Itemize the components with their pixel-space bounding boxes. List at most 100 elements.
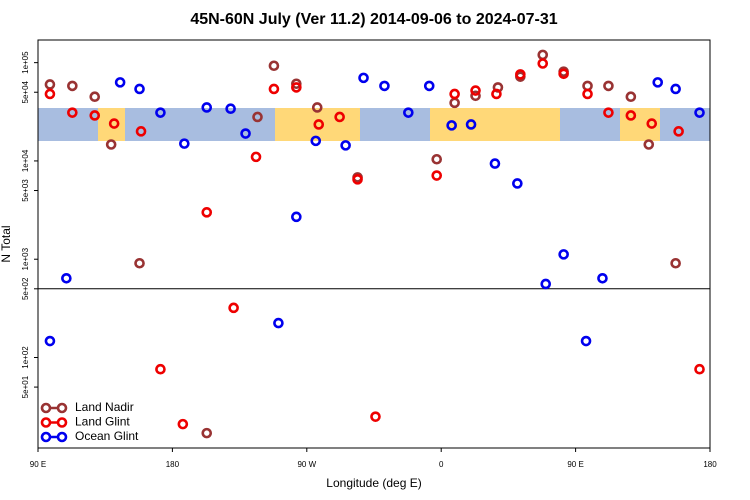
point [694, 363, 705, 375]
point [114, 77, 126, 88]
y-tick-label: 5e+03 [21, 179, 30, 202]
legend-marker [56, 417, 68, 428]
ocean [560, 108, 620, 141]
point [177, 418, 189, 430]
point [625, 110, 637, 121]
point [340, 140, 351, 151]
legend-marker [40, 417, 52, 428]
point [134, 83, 145, 95]
point [670, 257, 681, 269]
point [268, 83, 280, 95]
point [431, 170, 443, 181]
point [135, 126, 147, 137]
point [580, 335, 592, 347]
point [603, 80, 614, 92]
point [470, 85, 481, 96]
point [225, 103, 236, 114]
x-tick-label: 90 E [567, 460, 583, 469]
point [470, 90, 481, 102]
map-band [38, 108, 710, 141]
point [310, 135, 322, 147]
point [603, 107, 614, 118]
point [291, 82, 302, 93]
y-tick-label: 1e+03 [21, 247, 30, 270]
point [273, 317, 284, 329]
point [89, 110, 101, 121]
point [108, 118, 120, 129]
legend-label: Land Glint [75, 415, 130, 429]
x-tick-label: 90 E [30, 460, 46, 469]
point [694, 107, 705, 118]
ocean [125, 108, 275, 141]
x-tick-label: 180 [166, 460, 180, 469]
x-tick-label: 0 [439, 460, 444, 469]
point [403, 107, 414, 118]
point [105, 139, 117, 150]
legend-label: Ocean Glint [75, 429, 139, 443]
y-tick-label: 1e+02 [21, 346, 30, 369]
point [643, 139, 655, 150]
point [515, 69, 526, 80]
chart-title: 45N-60N July (Ver 11.2) 2014-09-06 to 20… [190, 11, 557, 28]
point [537, 58, 549, 69]
legend-marker [40, 402, 52, 414]
point [370, 411, 381, 422]
point [44, 88, 56, 100]
y-tick-label: 5e+02 [21, 277, 30, 300]
point [540, 278, 552, 290]
point [582, 88, 593, 100]
point [449, 88, 460, 100]
point [558, 249, 569, 260]
point [673, 126, 684, 137]
plot-frame [37, 39, 711, 449]
point [44, 335, 56, 347]
point [201, 207, 213, 218]
y-axis-label: N Total [0, 225, 13, 262]
point [670, 83, 681, 95]
point [313, 119, 325, 130]
point [250, 151, 262, 163]
ocean [660, 108, 710, 141]
point [44, 79, 56, 90]
y-tick-label: 1e+04 [21, 149, 30, 172]
point [61, 272, 72, 284]
y-tick-label: 5e+04 [21, 80, 30, 103]
point [646, 118, 658, 129]
point [423, 80, 435, 92]
point [379, 80, 390, 92]
point [291, 78, 302, 90]
point [597, 272, 608, 284]
point [446, 120, 457, 131]
point [352, 174, 363, 185]
point [155, 107, 166, 118]
point [201, 427, 213, 439]
point [228, 302, 239, 314]
x-tick-label: 180 [703, 460, 717, 469]
point [311, 102, 323, 113]
ocean [360, 108, 430, 141]
point [240, 128, 251, 139]
point [465, 119, 477, 130]
point [558, 68, 569, 80]
y-tick-label: 5e+01 [21, 375, 30, 398]
legend-marker [40, 431, 52, 443]
point [89, 91, 101, 103]
point [268, 60, 280, 72]
point [431, 153, 443, 165]
legend-marker [56, 402, 68, 414]
legend-label: Land Nadir [75, 400, 134, 414]
point [491, 88, 502, 100]
x-tick-label: 90 W [297, 460, 316, 469]
y-tick-label: 1e+05 [21, 51, 30, 74]
point [512, 178, 523, 189]
point [67, 80, 78, 92]
point [252, 111, 263, 123]
x-axis-label: Longitude (deg E) [326, 476, 421, 490]
point [489, 158, 501, 169]
point [155, 363, 166, 375]
point [291, 211, 302, 223]
point [201, 102, 213, 113]
point [652, 77, 664, 88]
point [334, 111, 345, 123]
